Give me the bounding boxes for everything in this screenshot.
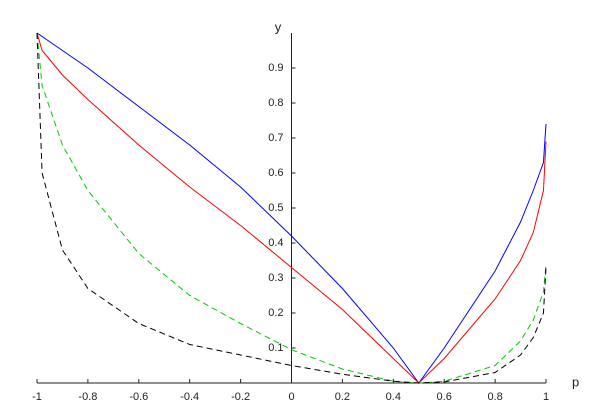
x-tick-label: 0 <box>288 391 294 403</box>
x-tick-label: 0.8 <box>487 391 502 403</box>
series-line <box>36 32 547 384</box>
y-tick-label: 0.4 <box>268 237 283 249</box>
x-tick-label: -0.4 <box>180 391 199 403</box>
x-axis-label: p <box>572 374 579 389</box>
x-tick-label: 0.4 <box>386 391 401 403</box>
x-tick-label: -1 <box>32 391 42 403</box>
x-tick-label: -0.6 <box>129 391 148 403</box>
y-tick-label: 0.3 <box>268 272 283 284</box>
series-line <box>36 32 547 384</box>
series-line <box>36 32 547 384</box>
y-tick-label: 0.7 <box>268 132 283 144</box>
y-tick-label: 0.6 <box>268 167 283 179</box>
y-tick-label: 0.5 <box>268 202 283 214</box>
x-tick-label: 0.6 <box>437 391 452 403</box>
x-tick-label: 0.2 <box>335 391 350 403</box>
y-tick-label: 0.2 <box>268 307 283 319</box>
y-tick-label: 0.1 <box>268 342 283 354</box>
y-axis-label: y <box>275 19 282 34</box>
y-tick-label: 0.9 <box>268 62 283 74</box>
series-line <box>36 32 547 384</box>
y-tick-label: 0.8 <box>268 97 283 109</box>
x-tick-label: -0.8 <box>78 391 97 403</box>
x-tick-label: -0.2 <box>231 391 250 403</box>
x-tick-label: 1 <box>543 391 549 403</box>
